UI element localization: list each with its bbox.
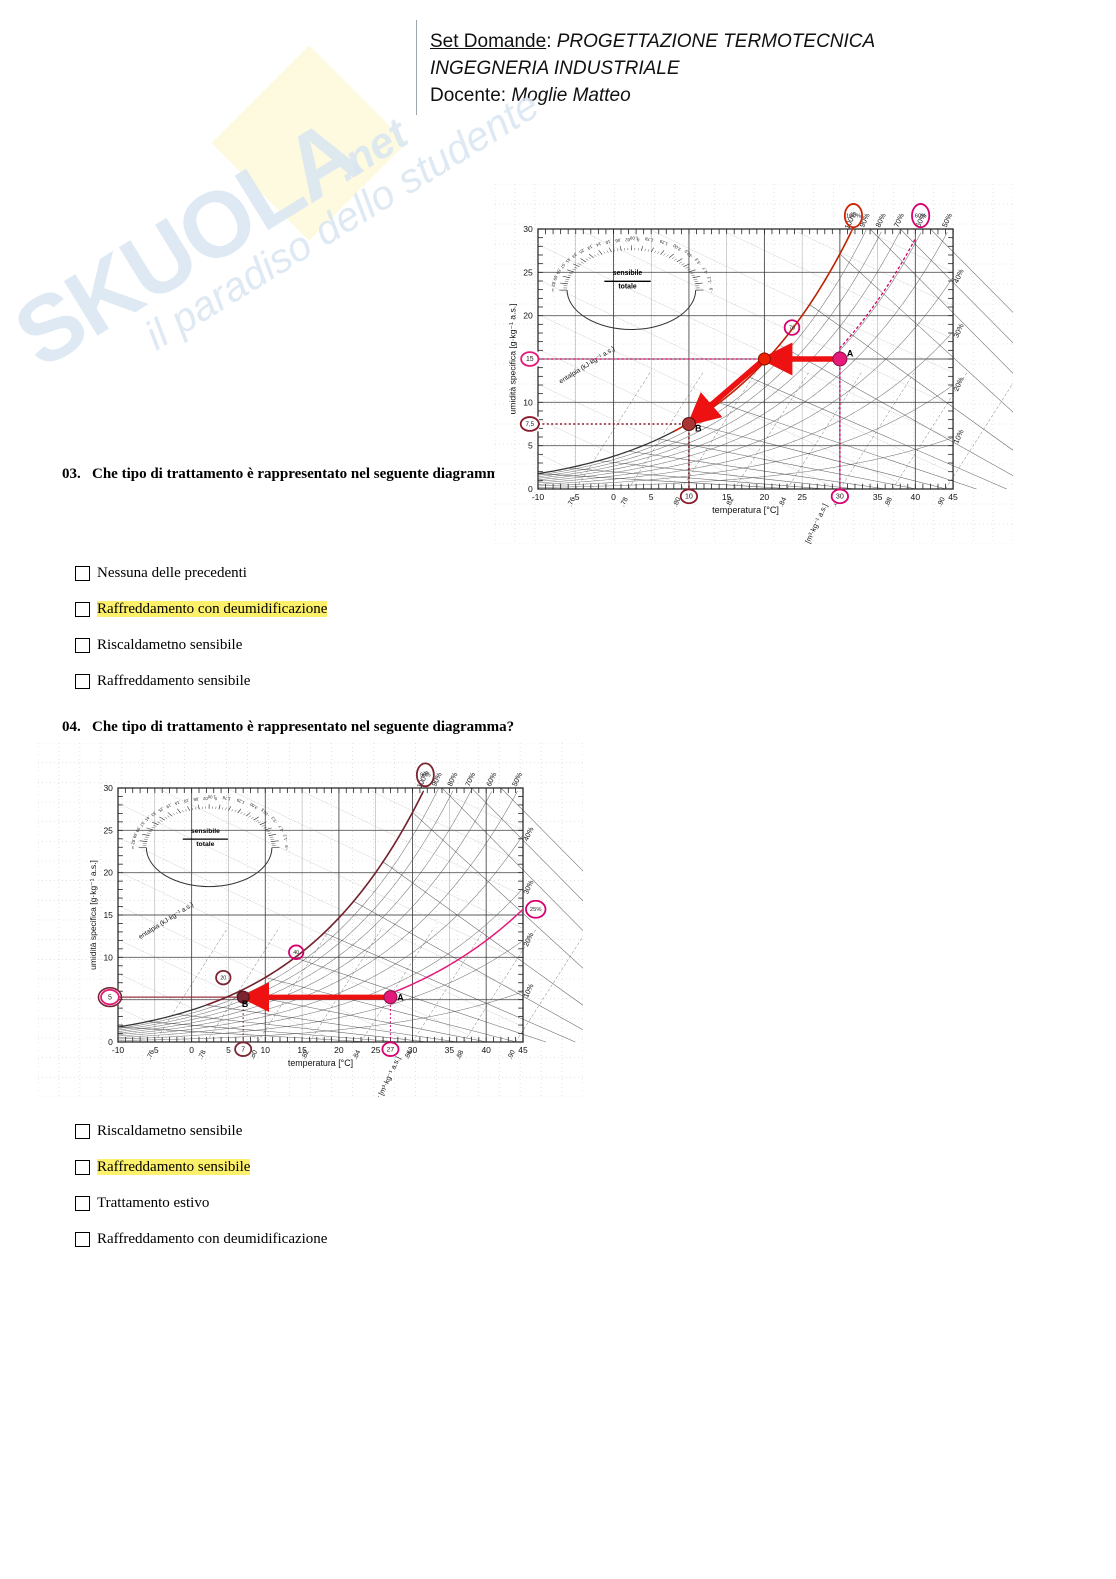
svg-text:25%: 25% <box>530 907 542 913</box>
svg-text:10: 10 <box>103 952 113 962</box>
svg-text:10: 10 <box>685 493 693 501</box>
svg-text:1.00: 1.00 <box>629 236 638 241</box>
svg-text:-10: -10 <box>112 1045 125 1055</box>
svg-text:0: 0 <box>189 1045 194 1055</box>
svg-text:35: 35 <box>445 1045 455 1055</box>
svg-text:∞: ∞ <box>130 846 135 849</box>
svg-text:5: 5 <box>649 492 654 502</box>
svg-text:-.9: -.9 <box>708 287 713 293</box>
svg-text:sensibile: sensibile <box>613 270 643 277</box>
svg-text:25: 25 <box>797 492 807 502</box>
svg-text:temperatura [°C]: temperatura [°C] <box>288 1058 353 1068</box>
svg-text:20: 20 <box>220 975 226 981</box>
svg-text:∞: ∞ <box>551 289 556 292</box>
svg-text:27: 27 <box>387 1046 395 1053</box>
svg-text:100%: 100% <box>846 213 862 219</box>
svg-text:umidità specifica [g·kg⁻¹ a.s.: umidità specifica [g·kg⁻¹ a.s.] <box>88 860 98 970</box>
svg-text:totale: totale <box>618 284 637 291</box>
svg-text:40: 40 <box>481 1045 491 1055</box>
svg-text:20: 20 <box>523 311 533 321</box>
svg-text:0: 0 <box>611 492 616 502</box>
svg-text:-.9: -.9 <box>284 845 289 851</box>
svg-text:70: 70 <box>789 325 795 331</box>
svg-text:30: 30 <box>523 224 533 234</box>
svg-text:30: 30 <box>103 783 113 793</box>
svg-text:7,5: 7,5 <box>525 421 534 428</box>
svg-text:5: 5 <box>226 1045 231 1055</box>
svg-text:15: 15 <box>526 356 534 363</box>
svg-text:totale: totale <box>196 841 214 848</box>
svg-text:30: 30 <box>836 493 844 501</box>
svg-text:SKUOLA: SKUOLA <box>0 99 376 388</box>
svg-text:temperatura [°C]: temperatura [°C] <box>712 505 779 515</box>
svg-text:90%: 90% <box>420 773 431 779</box>
svg-text:0: 0 <box>528 484 533 494</box>
svg-text:20: 20 <box>334 1045 344 1055</box>
svg-text:B: B <box>695 423 702 433</box>
svg-text:0: 0 <box>108 1037 113 1047</box>
svg-text:B: B <box>242 999 248 1009</box>
svg-text:25: 25 <box>103 825 113 835</box>
svg-text:A: A <box>397 993 404 1003</box>
svg-text:-10: -10 <box>532 492 545 502</box>
svg-text:25: 25 <box>371 1045 381 1055</box>
svg-text:15: 15 <box>103 910 113 920</box>
svg-text:10: 10 <box>523 397 533 407</box>
svg-text:60%: 60% <box>915 213 928 219</box>
svg-text:20: 20 <box>103 868 113 878</box>
svg-text:35: 35 <box>873 492 883 502</box>
svg-text:sensibile: sensibile <box>191 828 220 835</box>
svg-text:7: 7 <box>241 1046 245 1053</box>
svg-text:5: 5 <box>528 441 533 451</box>
svg-text:25: 25 <box>523 267 533 277</box>
svg-text:45: 45 <box>518 1045 528 1055</box>
svg-text:40: 40 <box>293 950 299 956</box>
svg-text:5: 5 <box>108 994 112 1001</box>
svg-text:1.00: 1.00 <box>207 794 216 799</box>
svg-text:45: 45 <box>948 492 958 502</box>
svg-text:il paradiso dello studente: il paradiso dello studente <box>137 81 547 358</box>
svg-text:umidità specifica [g·kg⁻¹ a.s.: umidità specifica [g·kg⁻¹ a.s.] <box>508 303 518 414</box>
svg-text:40: 40 <box>911 492 921 502</box>
svg-text:10: 10 <box>261 1045 271 1055</box>
svg-text:.net: .net <box>326 109 418 191</box>
svg-text:A: A <box>847 348 854 358</box>
svg-text:20: 20 <box>760 492 770 502</box>
